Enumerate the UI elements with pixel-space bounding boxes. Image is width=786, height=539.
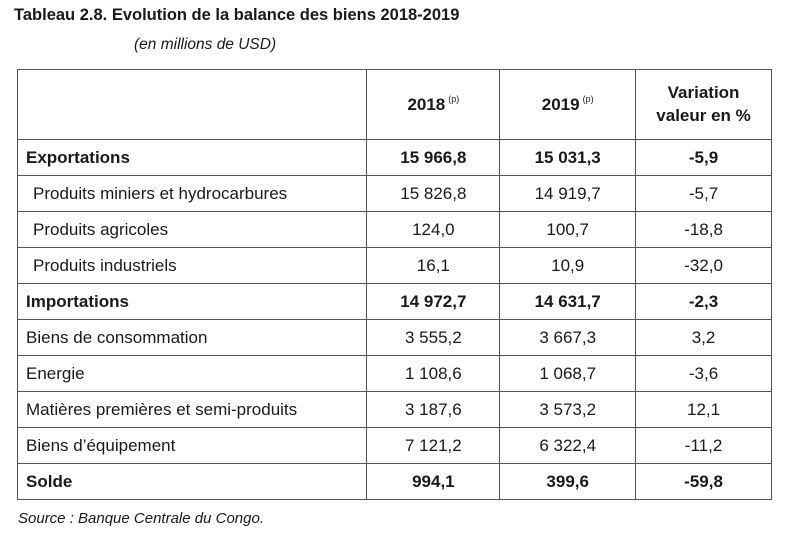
value-2018: 994,1 [366,463,501,500]
value-2018: 3 187,6 [366,391,501,428]
value-2019: 14 631,7 [499,283,637,320]
value-2018: 15 966,8 [366,139,501,176]
header-2018-label: 2018 [407,94,446,114]
table-row: Produits industriels 16,1 10,9 -32,0 [16,247,772,284]
table-row: Biens d’équipement 7 121,2 6 322,4 -11,2 [16,427,772,464]
row-label: Produits miniers et hydrocarbures [16,175,368,212]
table-row: Solde 994,1 399,6 -59,8 [16,463,772,500]
row-label: Produits industriels [16,247,368,284]
row-label: Biens de consommation [16,319,368,356]
value-variation: -59,8 [635,463,772,500]
value-2019: 1 068,7 [499,355,637,392]
value-2018: 7 121,2 [366,427,501,464]
value-variation: -5,9 [635,139,772,176]
value-2018: 3 555,2 [366,319,501,356]
header-2018: 2018 (p) [366,69,501,140]
header-variation-line1: Variation [667,82,740,102]
header-2019: 2019 (p) [499,69,637,140]
value-variation: -32,0 [635,247,772,284]
source-note: Source : Banque Centrale du Congo. [18,510,264,527]
table-subtitle: (en millions de USD) [134,36,277,53]
value-variation: -5,7 [635,175,772,212]
value-2018: 1 108,6 [366,355,501,392]
value-2019: 399,6 [499,463,637,500]
value-2019: 15 031,3 [499,139,637,176]
value-2018: 15 826,8 [366,175,501,212]
header-empty [16,69,368,140]
row-label: Exportations [16,139,368,176]
header-2019-label: 2019 [541,94,580,114]
value-2018: 14 972,7 [366,283,501,320]
table-row: Biens de consommation 3 555,2 3 667,3 3,2 [16,319,772,356]
goods-balance-table: 2018 (p) 2019 (p) Variation valeur en % Exp… [16,69,772,500]
row-label: Biens d’équipement [16,427,368,464]
header-variation-line2: valeur en % [656,105,751,125]
value-variation: -11,2 [635,427,772,464]
header-2019-note: (p) [582,93,594,104]
value-variation: -2,3 [635,283,772,320]
value-2019: 10,9 [499,247,637,284]
table-row: Exportations 15 966,8 15 031,3 -5,9 [16,139,772,176]
value-variation: -18,8 [635,211,772,248]
value-2018: 124,0 [366,211,501,248]
value-2018: 16,1 [366,247,501,284]
value-2019: 3 667,3 [499,319,637,356]
row-label: Energie [16,355,368,392]
value-variation: -3,6 [635,355,772,392]
row-label: Importations [16,283,368,320]
value-variation: 3,2 [635,319,772,356]
header-row: 2018 (p) 2019 (p) Variation valeur en % [16,69,772,140]
row-label: Matières premières et semi-produits [16,391,368,428]
row-label: Solde [16,463,368,500]
value-2019: 100,7 [499,211,637,248]
value-2019: 6 322,4 [499,427,637,464]
row-label: Produits agricoles [16,211,368,248]
table-row: Matières premières et semi-produits 3 187… [16,391,772,428]
value-2019: 3 573,2 [499,391,637,428]
header-variation: Variation valeur en % [635,69,772,140]
table-title: Tableau 2.8. Evolution de la balance des… [14,6,460,24]
table-row: Produits agricoles 124,0 100,7 -18,8 [16,211,772,248]
table-row: Importations 14 972,7 14 631,7 -2,3 [16,283,772,320]
header-2018-note: (p) [448,93,460,104]
value-variation: 12,1 [635,391,772,428]
table-row: Energie 1 108,6 1 068,7 -3,6 [16,355,772,392]
value-2019: 14 919,7 [499,175,637,212]
table-row: Produits miniers et hydrocarbures 15 826,… [16,175,772,212]
